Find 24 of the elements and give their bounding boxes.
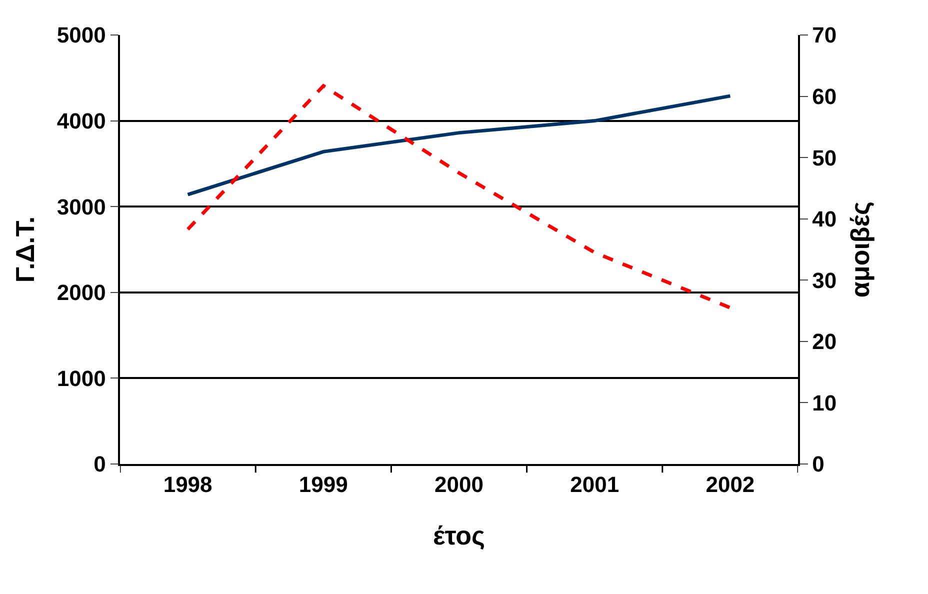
y2-tick-label: 60: [812, 84, 837, 109]
y-tick-label: 2000: [56, 280, 106, 306]
y2-tick-label: 40: [812, 206, 837, 232]
y2-tick-label: 0: [812, 452, 824, 477]
y-tick-label: 5000: [56, 22, 106, 48]
y-tick-label: 4000: [56, 108, 106, 134]
line-series: [186, 94, 732, 196]
y2-tick-label: 70: [812, 22, 837, 48]
y2-tick-label: 50: [812, 145, 837, 170]
line-series: [186, 84, 732, 310]
x-tick-label: 1999: [298, 472, 348, 498]
x-tick-label: 2001: [570, 472, 620, 498]
y-tick-label: 3000: [56, 194, 106, 220]
x-tick-label: 2000: [434, 472, 484, 498]
y2-tick-label: 30: [812, 268, 837, 293]
y-tick-label: 1000: [56, 366, 106, 391]
y2-axis-title: αμοιβές: [844, 201, 875, 298]
y2-tick-label: 10: [812, 390, 837, 416]
y-tick-label: 0: [94, 452, 106, 477]
y-axis-title: Γ.Δ.Τ.: [10, 216, 40, 283]
x-tick-label: 1998: [163, 472, 212, 498]
x-axis-title: έτος: [432, 520, 486, 550]
y2-tick-label: 20: [812, 329, 837, 354]
x-tick-label: 2002: [706, 472, 755, 498]
